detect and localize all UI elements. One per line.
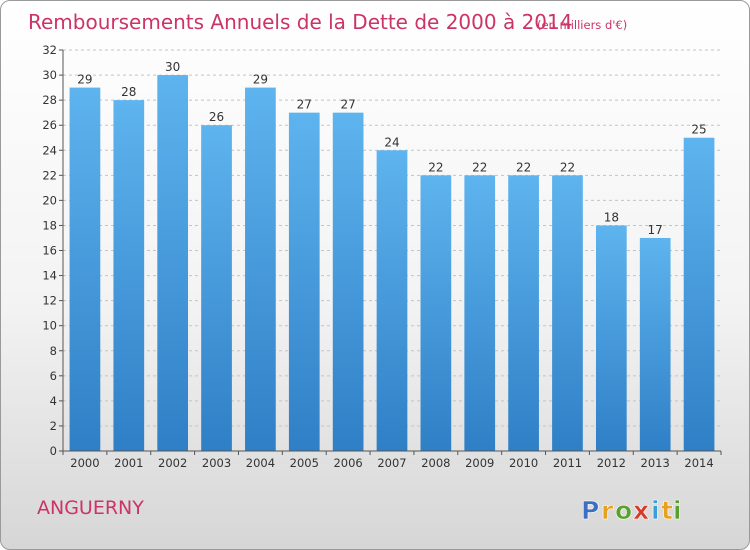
bar-value-label: 30: [165, 60, 180, 74]
bar: [245, 87, 276, 451]
chart-unit-note: (en milliers d'€): [537, 18, 627, 32]
x-tick-label: 2002: [158, 456, 187, 470]
chart-title: Remboursements Annuels de la Dette de 20…: [28, 10, 572, 34]
y-tick-label: 4: [50, 394, 57, 408]
bar: [508, 175, 539, 451]
bar: [683, 137, 715, 451]
y-tick-label: 14: [42, 269, 57, 283]
y-tick-label: 10: [42, 319, 57, 333]
logo-letter: o: [615, 496, 632, 525]
bar: [376, 150, 408, 451]
bar: [552, 175, 583, 451]
bar-value-label: 29: [77, 73, 92, 87]
commune-name: ANGUERNY: [37, 497, 144, 519]
bar: [420, 175, 452, 451]
bar: [157, 75, 189, 451]
x-tick-label: 2006: [333, 456, 362, 470]
bar-value-label: 28: [121, 85, 136, 99]
x-tick-label: 2004: [246, 456, 275, 470]
y-tick-label: 2: [50, 419, 57, 433]
y-tick-label: 0: [50, 444, 57, 458]
logo-letter: P: [581, 496, 599, 525]
x-tick-label: 2005: [290, 456, 319, 470]
y-tick-label: 12: [42, 294, 57, 308]
x-tick-label: 2010: [509, 456, 538, 470]
bar-value-label: 27: [340, 98, 355, 112]
y-tick-label: 30: [42, 68, 57, 82]
y-tick-label: 8: [50, 344, 57, 358]
y-tick-label: 28: [42, 93, 57, 107]
x-tick-label: 2007: [377, 456, 406, 470]
x-tick-label: 2012: [597, 456, 626, 470]
bar: [201, 125, 232, 451]
bar: [288, 112, 320, 451]
bar-value-label: 29: [253, 73, 268, 87]
x-tick-label: 2000: [70, 456, 99, 470]
bar: [595, 225, 627, 451]
bar-value-label: 24: [384, 135, 399, 149]
bar: [332, 112, 364, 451]
y-tick-label: 20: [42, 193, 57, 207]
bar-value-label: 27: [297, 98, 312, 112]
bar: [113, 100, 145, 451]
bar-value-label: 22: [428, 160, 443, 174]
x-tick-label: 2013: [641, 456, 670, 470]
logo-letter: i: [651, 496, 660, 525]
y-tick-label: 22: [42, 168, 57, 182]
bar: [69, 87, 101, 451]
bar-value-label: 25: [691, 123, 706, 137]
x-tick-label: 2008: [421, 456, 450, 470]
y-tick-label: 26: [42, 118, 57, 132]
x-tick-label: 2014: [684, 456, 713, 470]
bar-value-label: 26: [209, 110, 224, 124]
logo-letter: x: [633, 496, 649, 525]
x-tick-label: 2011: [553, 456, 582, 470]
bar-value-label: 22: [472, 160, 487, 174]
logo-letter: r: [601, 496, 614, 525]
bar-value-label: 22: [560, 160, 575, 174]
y-tick-label: 32: [42, 43, 57, 57]
bar-value-label: 22: [516, 160, 531, 174]
bar-value-label: 18: [604, 210, 619, 224]
y-tick-label: 18: [42, 218, 57, 232]
y-tick-label: 6: [50, 369, 57, 383]
y-tick-label: 24: [42, 143, 57, 157]
bar: [639, 237, 671, 451]
y-tick-label: 16: [42, 244, 57, 258]
x-tick-label: 2001: [114, 456, 143, 470]
x-tick-label: 2009: [465, 456, 494, 470]
bar-value-label: 17: [648, 223, 663, 237]
bars: 29 28 30 26 29 27 27 24 22 22 22 22 18 17 25: [69, 60, 715, 451]
x-tick-label: 2003: [202, 456, 231, 470]
logo-letter: t: [661, 496, 673, 525]
logo-letter: i: [673, 496, 682, 525]
bar: [464, 175, 496, 451]
